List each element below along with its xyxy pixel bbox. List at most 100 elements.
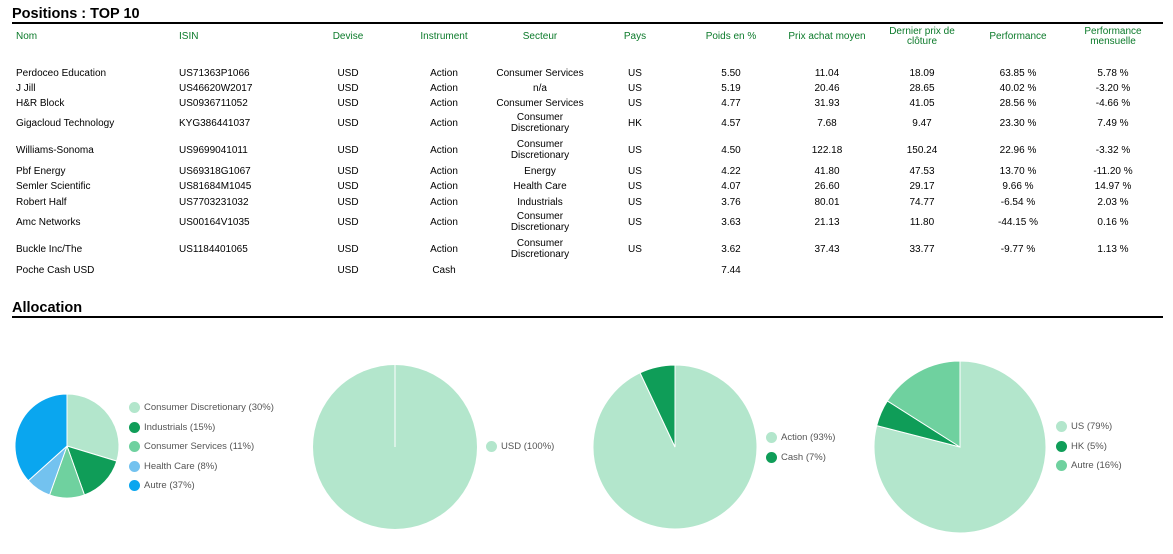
cell-performance: -44.15 % (997, 217, 1039, 228)
cell-performance: -9.77 % (1000, 244, 1036, 255)
cell-perf-mensuelle: 14.97 % (1094, 181, 1132, 192)
cell-instrument: Action (430, 68, 458, 79)
cell-perf-mensuelle: -3.32 % (1095, 145, 1131, 156)
cell-poids: 4.50 (721, 145, 741, 156)
cell-isin: US69318G1067 (179, 166, 251, 177)
cell-instrument: Action (430, 83, 458, 94)
cell-dernier-prix: 18.09 (909, 68, 935, 79)
pie-slice (639, 364, 676, 448)
cell-perf-mensuelle: -3.20 % (1095, 83, 1131, 94)
cell-pays: US (628, 166, 642, 177)
cell-nom: Williams-Sonoma (16, 145, 94, 156)
cell-poids: 4.57 (721, 118, 741, 129)
cell-instrument: Action (430, 197, 458, 208)
legend-label: Health Care (8%) (144, 460, 218, 472)
legend-swatch (766, 451, 777, 463)
legend-label: US (79%) (1071, 421, 1113, 432)
cell-devise: USD (337, 83, 359, 94)
cell-isin: US1184401065 (179, 244, 248, 255)
cell-perf-mensuelle: 2.03 % (1097, 197, 1129, 208)
cell-poids: 3.62 (721, 244, 741, 255)
cell-isin: US0936711052 (179, 98, 248, 109)
legend-swatch (1056, 460, 1067, 471)
cell-instrument: Action (430, 181, 458, 192)
legend-item: Consumer Services (11%) (129, 441, 254, 452)
cell-devise: USD (337, 244, 359, 255)
pie-slice (313, 365, 477, 529)
cell-devise: USD (337, 166, 359, 177)
cell-pays: HK (628, 118, 642, 129)
legend-item: Cash (7%) (766, 451, 826, 463)
legend-item: Autre (37%) (129, 480, 195, 491)
header-pays: Pays (623, 31, 647, 42)
cell-nom: Poche Cash USD (16, 265, 95, 276)
cell-nom: H&R Block (16, 98, 65, 109)
cell-poids: 5.50 (721, 68, 741, 79)
cell-prix-achat: 21.13 (814, 217, 840, 228)
header-instrument: Instrument (420, 31, 468, 42)
allocation-divider (12, 316, 1163, 318)
legend-swatch (129, 441, 140, 452)
legend-swatch (129, 421, 140, 433)
cell-devise: USD (337, 118, 359, 129)
cell-instrument: Action (430, 118, 458, 129)
cell-pays: US (628, 181, 642, 192)
cell-performance: 23.30 % (999, 118, 1037, 129)
legend-item: USD (100%) (486, 441, 554, 452)
positions-title: Positions : TOP 10 (12, 6, 140, 22)
cell-isin: US46620W2017 (179, 83, 253, 94)
cell-poids: 7.44 (721, 265, 741, 276)
pie-slice (66, 445, 118, 496)
cell-secteur: n/a (533, 83, 547, 94)
cell-secteur: Consumer Services (496, 98, 584, 109)
cell-poids: 4.77 (721, 98, 741, 109)
pie-slice (66, 393, 120, 462)
cell-perf-mensuelle: -4.66 % (1095, 98, 1131, 109)
cell-nom: Amc Networks (16, 217, 81, 228)
pie-slice (876, 400, 961, 448)
legend-item: US (79%) (1056, 421, 1112, 432)
pie-slice (27, 445, 68, 496)
legend-label: Autre (37%) (144, 480, 195, 491)
cell-nom: Buckle Inc/The (16, 244, 83, 255)
cell-secteur: Health Care (513, 181, 567, 192)
cell-nom: Pbf Energy (16, 166, 66, 177)
positions-divider (12, 22, 1163, 24)
legend-swatch (129, 402, 140, 413)
legend-swatch (1056, 440, 1067, 452)
cell-devise: USD (337, 68, 359, 79)
header-secteur: Secteur (522, 31, 558, 42)
cell-performance: 63.85 % (999, 68, 1037, 79)
pie-slice (592, 364, 758, 530)
cell-secteur: Consumer Discretionary (510, 211, 570, 233)
cell-poids: 3.76 (721, 197, 741, 208)
pie-slice (14, 393, 68, 482)
cell-poids: 4.07 (721, 181, 741, 192)
legend-label: Action (93%) (781, 432, 836, 443)
cell-prix-achat: 11.04 (814, 68, 840, 79)
cell-devise: USD (337, 265, 359, 276)
legend-label: USD (100%) (501, 441, 555, 452)
cell-performance: 13.70 % (999, 166, 1037, 177)
cell-devise: USD (337, 181, 359, 192)
cell-isin: US7703231032 (179, 197, 249, 208)
cell-pays: US (628, 197, 642, 208)
legend-item: Consumer Discretionary (30%) (129, 402, 274, 413)
cell-isin: US9699041011 (179, 145, 248, 156)
cell-isin: KYG386441037 (179, 118, 251, 129)
cell-instrument: Cash (432, 265, 456, 276)
cell-performance: 28.56 % (999, 98, 1037, 109)
cell-prix-achat: 26.60 (814, 181, 840, 192)
legend-swatch (1056, 421, 1067, 432)
cell-secteur: Consumer Services (496, 68, 584, 79)
cell-nom: J Jill (16, 83, 36, 94)
cell-prix-achat: 80.01 (814, 197, 840, 208)
cell-instrument: Action (430, 217, 458, 228)
cell-dernier-prix: 33.77 (909, 244, 935, 255)
cell-poids: 3.63 (721, 217, 741, 228)
cell-perf-mensuelle: -11.20 % (1093, 166, 1133, 177)
cell-secteur: Consumer Discretionary (510, 238, 570, 260)
cell-instrument: Action (430, 244, 458, 255)
legend-label: Industrials (15%) (144, 421, 216, 433)
cell-poids: 5.19 (721, 83, 741, 94)
